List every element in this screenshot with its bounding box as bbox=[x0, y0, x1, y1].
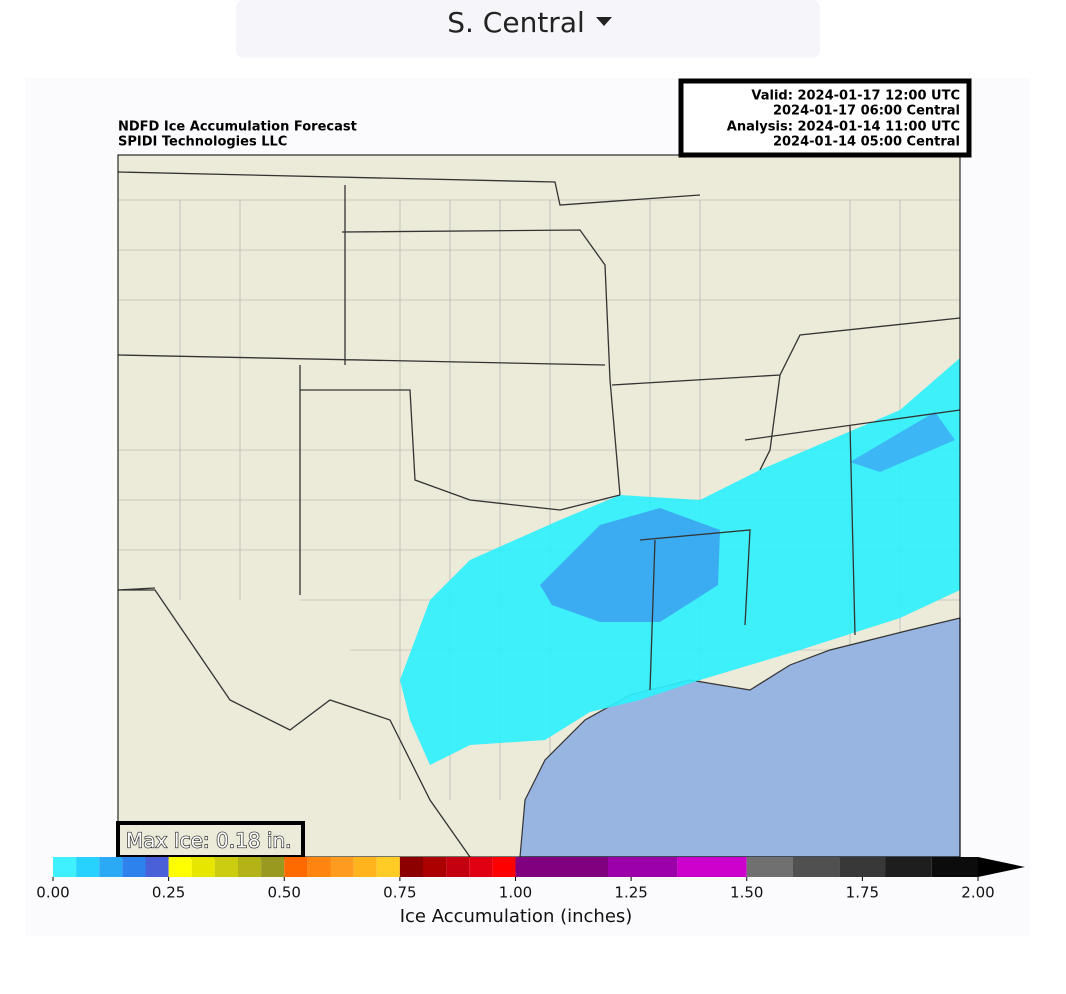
colorbar-segment bbox=[330, 857, 354, 877]
colorbar-tick-label: 0.25 bbox=[152, 884, 185, 902]
colorbar-segment bbox=[492, 857, 516, 877]
colorbar-tick-label: 2.00 bbox=[961, 884, 994, 902]
colorbar-tick-label: 1.00 bbox=[499, 884, 532, 902]
analysis-central: 2024-01-14 05:00 Central bbox=[773, 135, 960, 150]
info-box bbox=[678, 78, 972, 158]
colorbar-tick-label: 1.25 bbox=[614, 884, 647, 902]
colorbar-segment bbox=[608, 857, 678, 877]
colorbar-segment bbox=[446, 857, 470, 877]
colorbar-segment bbox=[214, 857, 238, 877]
colorbar-extend bbox=[978, 857, 1025, 877]
colorbar-segment bbox=[931, 857, 978, 877]
analysis-utc: Analysis: 2024-01-14 11:00 UTC bbox=[727, 120, 960, 135]
colorbar-tick-label: 0.00 bbox=[36, 884, 69, 902]
state-borders bbox=[117, 171, 961, 858]
dropdown-caret[interactable] bbox=[596, 17, 612, 26]
colorbar-segment bbox=[469, 857, 493, 877]
colorbar-segment bbox=[238, 857, 262, 877]
colorbar: 0.00 0.25 0.50 0.75 1.00 1.25 1.50 1.75 2.00 bbox=[36, 857, 1025, 902]
valid-utc: Valid: 2024-01-17 12:00 UTC bbox=[751, 89, 960, 104]
colorbar-tick-label: 1.50 bbox=[730, 884, 763, 902]
max-ice-label: Max Ice: 0.18 in. bbox=[126, 829, 291, 853]
colorbar-segment bbox=[399, 857, 423, 877]
valid-central: 2024-01-17 06:00 Central bbox=[773, 104, 960, 119]
colorbar-segment bbox=[261, 857, 285, 877]
colorbar-segment bbox=[746, 857, 793, 877]
colorbar-segment bbox=[122, 857, 146, 877]
gulf-of-mexico bbox=[519, 617, 961, 858]
colorbar-segment bbox=[145, 857, 169, 877]
colorbar-segment bbox=[885, 857, 932, 877]
colorbar-segment bbox=[99, 857, 123, 877]
colorbar-tick-label: 1.75 bbox=[846, 884, 879, 902]
colorbar-segment bbox=[168, 857, 192, 877]
region-label[interactable]: S. Central bbox=[447, 6, 585, 39]
colorbar-segment bbox=[284, 857, 308, 877]
colorbar-label: Ice Accumulation (inches) bbox=[400, 906, 633, 927]
colorbar-segment bbox=[307, 857, 331, 877]
region-dropdown[interactable] bbox=[236, 0, 820, 58]
map-subtitle: SPIDI Technologies LLC bbox=[118, 135, 287, 150]
colorbar-segment bbox=[677, 857, 747, 877]
colorbar-tick-label: 0.50 bbox=[268, 884, 301, 902]
colorbar-segment bbox=[376, 857, 400, 877]
colorbar-segment bbox=[793, 857, 840, 877]
map bbox=[117, 154, 961, 858]
colorbar-tick-label: 0.75 bbox=[383, 884, 416, 902]
colorbar-segment bbox=[839, 857, 886, 877]
colorbar-segment bbox=[423, 857, 447, 877]
colorbar-segment bbox=[53, 857, 77, 877]
colorbar-segment bbox=[76, 857, 100, 877]
map-title: NDFD Ice Accumulation Forecast bbox=[118, 120, 357, 135]
ice-area-heavy bbox=[850, 412, 955, 472]
colorbar-segment bbox=[353, 857, 377, 877]
colorbar-segment bbox=[515, 857, 608, 877]
colorbar-segment bbox=[191, 857, 215, 877]
